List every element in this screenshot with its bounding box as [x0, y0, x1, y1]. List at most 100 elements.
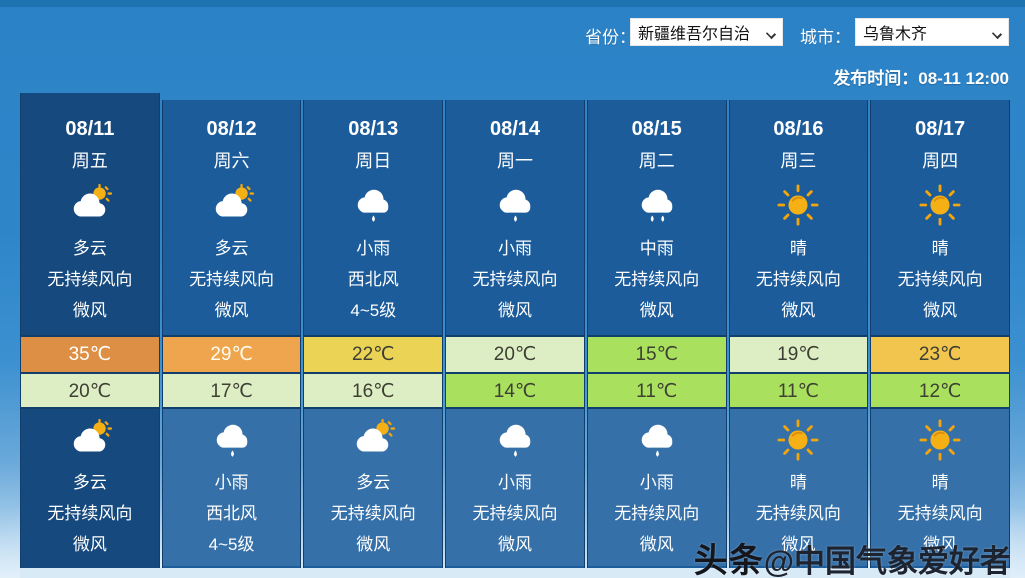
city-select[interactable]: 乌鲁木齐 — [855, 18, 1009, 46]
partly-cloudy-icon — [304, 413, 442, 467]
high-temp-cell: 29℃ — [162, 335, 301, 372]
chevron-down-icon — [765, 28, 777, 40]
night-condition: 小雨 — [639, 473, 674, 492]
day-wind-power: 微风 — [497, 301, 532, 320]
date-label: 08/16 — [773, 118, 824, 140]
day-condition: 中雨 — [639, 239, 674, 258]
night-condition: 小雨 — [214, 473, 249, 492]
day-condition: 晴 — [789, 239, 807, 258]
high-temp-cell: 22℃ — [304, 335, 443, 372]
day-wind-direction: 无持续风向 — [897, 270, 983, 289]
night-wind-power: 微风 — [356, 535, 391, 554]
forecast-column[interactable]: 08/13 周日 小雨 西北风 4~5级 22℃ 16℃ 多云 无持续风向 微风 — [303, 100, 444, 568]
night-wind-power: 微风 — [781, 535, 816, 554]
forecast-column[interactable]: 08/15 周二 中雨 无持续风向 微风 15℃ 11℃ 小雨 无持续风向 微风 — [586, 100, 727, 568]
day-condition: 多云 — [72, 239, 107, 258]
night-condition: 小雨 — [497, 473, 532, 492]
night-condition: 多云 — [356, 473, 391, 492]
night-wind-direction: 无持续风向 — [472, 504, 558, 523]
day-wind-power: 微风 — [923, 301, 958, 320]
sunny-icon — [730, 413, 868, 467]
night-forecast-section: 小雨 无持续风向 微风 — [587, 409, 726, 566]
date-label: 08/13 — [348, 118, 399, 140]
city-select-value: 乌鲁木齐 — [863, 26, 928, 43]
high-temp-cell: 23℃ — [871, 335, 1009, 372]
forecast-column[interactable]: 08/14 周一 小雨 无持续风向 微风 20℃ 14℃ 小雨 无持续风向 微风 — [445, 100, 585, 568]
light-rain-icon — [304, 177, 442, 233]
date-label: 08/15 — [631, 118, 682, 140]
night-wind-direction: 无持续风向 — [47, 504, 133, 523]
night-forecast-section: 小雨 无持续风向 微风 — [446, 409, 584, 566]
forecast-column[interactable]: 08/16 周三 晴 无持续风向 微风 19℃ 11℃ 晴 无持续风向 微风 — [728, 100, 869, 568]
high-temp-cell: 20℃ — [446, 335, 584, 372]
toutiao-logo: 头条 — [693, 542, 764, 578]
light-rain-icon — [163, 413, 301, 467]
date-label: 08/11 — [65, 118, 115, 140]
bottom-strip — [20, 568, 1010, 578]
day-wind-power: 4~5级 — [350, 301, 397, 320]
sunny-icon — [871, 177, 1009, 233]
night-wind-power: 微风 — [72, 535, 107, 554]
weekday-label: 周二 — [638, 151, 675, 171]
weekday-label: 周四 — [922, 151, 959, 171]
forecast-column[interactable]: 08/11 周五 多云 无持续风向 微风 35℃ 20℃ 多云 无持续风向 微风 — [20, 93, 160, 577]
night-wind-power: 微风 — [497, 535, 532, 554]
night-wind-power: 4~5级 — [208, 535, 255, 554]
day-condition: 小雨 — [356, 239, 391, 258]
day-forecast-section: 08/11 周五 多云 无持续风向 微风 — [21, 93, 159, 335]
sunny-icon — [871, 413, 1009, 467]
weekday-label: 周六 — [213, 151, 250, 171]
day-wind-power: 微风 — [639, 301, 674, 320]
partly-cloudy-icon — [163, 177, 301, 233]
light-rain-icon — [588, 413, 726, 467]
city-label: 城市： — [800, 28, 851, 47]
night-forecast-section: 晴 无持续风向 微风 — [729, 409, 868, 566]
low-temp-cell: 14℃ — [446, 372, 584, 409]
light-rain-icon — [446, 413, 584, 467]
night-forecast-section: 小雨 西北风 4~5级 — [162, 409, 301, 566]
top-accent-strip — [0, 0, 1025, 7]
weekday-label: 周三 — [780, 151, 817, 171]
day-forecast-section: 08/13 周日 小雨 西北风 4~5级 — [304, 100, 442, 335]
forecast-column[interactable]: 08/17 周四 晴 无持续风向 微风 23℃ 12℃ 晴 无持续风向 微风 — [870, 100, 1010, 568]
day-condition: 多云 — [214, 239, 249, 258]
moderate-rain-icon — [588, 177, 726, 233]
day-forecast-section: 08/12 周六 多云 无持续风向 微风 — [163, 100, 301, 335]
watermark: 头条@中国气象爱好者 — [694, 533, 1011, 578]
day-wind-direction: 无持续风向 — [472, 270, 558, 289]
day-forecast-section: 08/15 周二 中雨 无持续风向 微风 — [588, 100, 726, 335]
low-temp-cell: 16℃ — [304, 372, 443, 409]
night-condition: 晴 — [789, 473, 807, 492]
night-wind-direction: 无持续风向 — [897, 504, 983, 523]
night-condition: 多云 — [72, 473, 107, 492]
low-temp-cell: 12℃ — [871, 372, 1009, 409]
high-temp-cell: 35℃ — [21, 335, 159, 372]
province-select[interactable]: 新疆维吾尔自治 — [630, 18, 783, 46]
low-temp-cell: 11℃ — [587, 372, 726, 409]
day-forecast-section: 08/17 周四 晴 无持续风向 微风 — [871, 100, 1009, 335]
night-wind-power: 微风 — [923, 535, 958, 554]
night-wind-direction: 无持续风向 — [614, 504, 700, 523]
watermark-text: @中国气象爱好者 — [763, 544, 1011, 578]
day-condition: 小雨 — [497, 239, 532, 258]
day-forecast-section: 08/14 周一 小雨 无持续风向 微风 — [446, 100, 584, 335]
low-temp-cell: 11℃ — [729, 372, 868, 409]
night-wind-direction: 西北风 — [206, 504, 258, 523]
day-wind-power: 微风 — [781, 301, 816, 320]
day-wind-direction: 无持续风向 — [755, 270, 841, 289]
night-forecast-section: 晴 无持续风向 微风 — [871, 409, 1009, 566]
publish-time: 发布时间：08-11 12:00 — [833, 69, 1009, 88]
day-wind-power: 微风 — [214, 301, 249, 320]
partly-cloudy-icon — [21, 413, 159, 467]
low-temp-cell: 17℃ — [162, 372, 301, 409]
day-wind-direction: 无持续风向 — [47, 270, 133, 289]
night-condition: 晴 — [931, 473, 949, 492]
night-wind-power: 微风 — [639, 535, 674, 554]
weekday-label: 周五 — [71, 151, 108, 171]
day-wind-direction: 无持续风向 — [189, 270, 275, 289]
high-temp-cell: 19℃ — [729, 335, 868, 372]
night-wind-direction: 无持续风向 — [755, 504, 841, 523]
day-forecast-section: 08/16 周三 晴 无持续风向 微风 — [730, 100, 868, 335]
forecast-column[interactable]: 08/12 周六 多云 无持续风向 微风 29℃ 17℃ 小雨 西北风 4~5级 — [161, 100, 302, 568]
weekday-label: 周日 — [355, 151, 392, 171]
